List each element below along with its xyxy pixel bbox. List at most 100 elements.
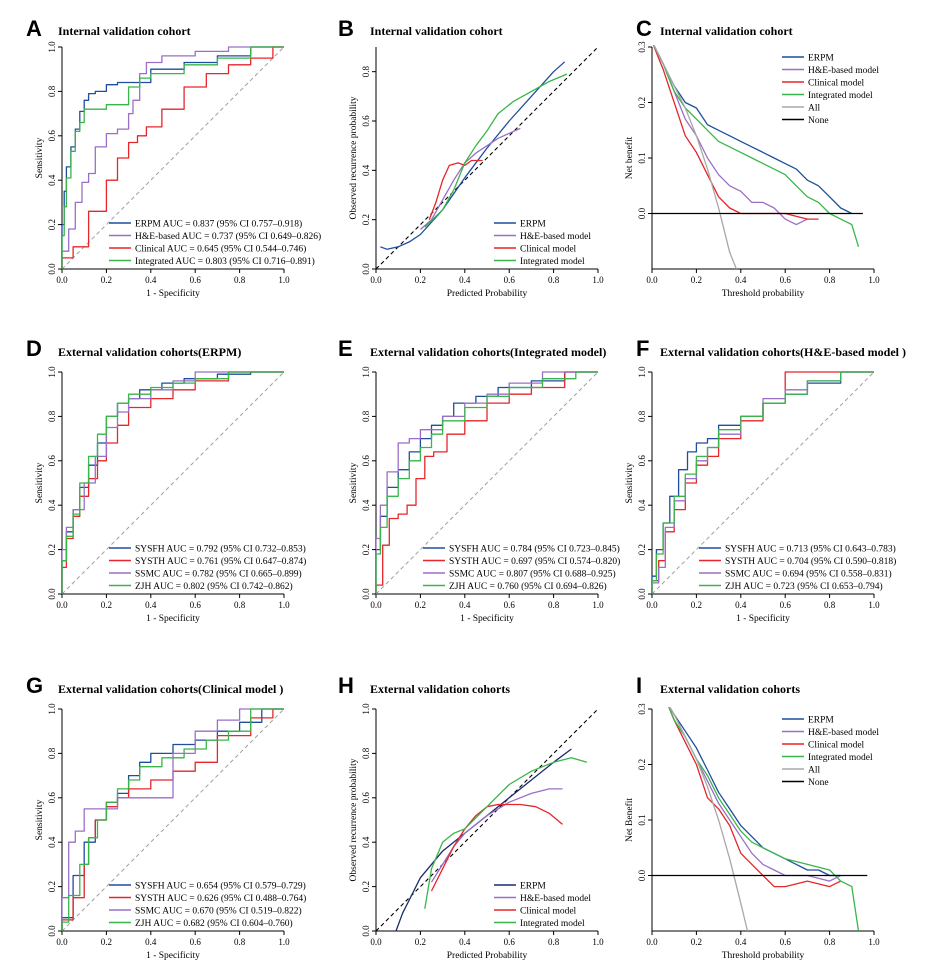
chart-svg: 0.0 0.2 0.4 0.6 0.8 1.0 0.0 0.1 0.2 0.3 Threshold …	[624, 703, 880, 961]
panel-title: External validation cohorts(ERPM)	[58, 345, 242, 359]
reference-diagonal	[375, 371, 599, 595]
y-tick-label: 0.6	[361, 455, 371, 467]
x-tick-label: 0.6	[190, 937, 202, 947]
legend-label: H&E-based model	[808, 728, 879, 738]
x-tick-label: 0.2	[415, 275, 426, 285]
x-axis-label: Threshold probability	[722, 951, 805, 961]
series-line-ssmc	[62, 708, 284, 931]
legend-label: ZJH AUC = 0.682 (95% CI 0.604–0.760)	[135, 918, 293, 929]
legend-label: ZJH AUC = 0.723 (95% CI 0.653–0.794)	[725, 581, 883, 592]
reference-diagonal	[61, 708, 285, 932]
x-tick-label: 0.0	[56, 600, 68, 610]
panel-letter: I	[636, 673, 643, 698]
legend-label: Clinical model	[808, 741, 865, 751]
y-tick-label: 0.2	[361, 881, 371, 892]
panel-title: Internal validation cohort	[58, 24, 191, 38]
ideal-calibration-line	[375, 708, 599, 932]
legend-label: Integrated model	[520, 919, 585, 929]
y-tick-label: 0.4	[361, 499, 371, 511]
legend-label: SYSTH AUC = 0.761 (95% CI 0.647–0.874)	[135, 556, 306, 567]
legend-label: Integrated AUC = 0.803 (95% CI 0.716–0.8…	[135, 256, 315, 267]
y-tick-label: 1.0	[47, 41, 57, 53]
legend-label: Integrated model	[808, 753, 873, 763]
legend-label: ZJH AUC = 0.760 (95% CI 0.694–0.826)	[449, 581, 607, 592]
x-axis-label: 1 - Specificity	[736, 613, 790, 624]
y-axis-label: Sensitivity	[349, 462, 359, 503]
x-tick-label: 0.6	[780, 275, 792, 285]
series-line-erpm	[653, 45, 853, 215]
y-tick-label: 0.1	[637, 152, 647, 163]
y-tick-label: 0.0	[361, 263, 371, 275]
reference-diagonal	[61, 46, 285, 270]
y-tick-label: 0.8	[47, 747, 57, 759]
series-line-ssmc	[376, 371, 598, 594]
legend-label: Integrated model	[520, 257, 585, 267]
chart-svg: 0.0 0.2 0.4 0.6 0.8 1.0 0.0 0.2 0.4 0.6 0.8 1.0 1 - …	[35, 366, 306, 624]
y-tick-label: 0.4	[47, 499, 57, 511]
panel-h: H External validation cohorts 0.0 0.2 0.4 0.6…	[312, 667, 624, 979]
x-tick-label: 0.8	[234, 937, 246, 947]
y-tick-label: 0.4	[361, 836, 371, 848]
x-tick-label: 0.4	[735, 937, 747, 947]
y-tick-label: 0.6	[47, 792, 57, 804]
series-line-h-e-based	[62, 46, 284, 269]
x-tick-label: 0.0	[370, 600, 382, 610]
series-line-clinical-model	[430, 803, 563, 892]
y-tick-label: 1.0	[361, 703, 371, 715]
x-tick-label: 0.0	[370, 275, 382, 285]
series-line-h-e-based-model	[653, 45, 808, 226]
legend-label: H&E-based model	[520, 894, 591, 904]
x-tick-label: 0.4	[735, 275, 747, 285]
x-tick-label: 1.0	[592, 275, 604, 285]
y-tick-label: 0.4	[361, 164, 371, 176]
series-line-clinical-model	[652, 45, 819, 220]
y-tick-label: 0.2	[637, 544, 647, 555]
x-tick-label: 0.0	[56, 937, 68, 947]
series-line-erpm	[668, 707, 841, 877]
chart-svg: 0.0 0.2 0.4 0.6 0.8 1.0 0.0 0.2 0.4 0.6 0.8 1.0 1 - …	[35, 703, 306, 961]
panel-letter: G	[26, 673, 44, 698]
y-axis-label: Sensitivity	[625, 462, 635, 503]
legend-label: All	[808, 104, 821, 114]
x-tick-label: 0.2	[415, 600, 426, 610]
chart-svg: 0.0 0.2 0.4 0.6 0.8 1.0 0.0 0.2 0.4 0.6 0.8 1.0 1 - …	[625, 366, 896, 624]
series-line-integrated-model	[424, 73, 568, 228]
reference-diagonal	[61, 371, 285, 595]
y-axis-label: Sensitivity	[35, 799, 45, 840]
y-tick-label: 0.6	[47, 130, 57, 142]
y-tick-label: 0.6	[361, 792, 371, 804]
legend-label: SYSFH AUC = 0.654 (95% CI 0.579–0.729)	[135, 881, 306, 892]
x-tick-label: 0.2	[101, 275, 112, 285]
y-tick-label: 0.8	[47, 85, 57, 97]
series-line-integrated	[62, 46, 284, 269]
x-tick-label: 0.2	[101, 937, 112, 947]
x-tick-label: 0.4	[459, 275, 471, 285]
legend-label: H&E-based model	[808, 66, 879, 76]
series-line-systh	[376, 371, 598, 594]
series-line-clinical-model	[668, 707, 841, 888]
legend-label: SYSTH AUC = 0.704 (95% CI 0.590–0.818)	[725, 556, 896, 567]
y-tick-label: 1.0	[637, 366, 647, 378]
x-tick-label: 0.8	[824, 600, 836, 610]
x-tick-label: 0.2	[691, 600, 702, 610]
y-tick-label: 0.3	[637, 703, 647, 715]
x-tick-label: 0.4	[145, 937, 157, 947]
x-tick-label: 1.0	[278, 275, 290, 285]
x-axis-label: Predicted Probability	[447, 289, 528, 299]
x-tick-label: 0.2	[691, 937, 702, 947]
panel-letter: D	[26, 336, 42, 361]
legend-label: All	[808, 766, 821, 776]
x-tick-label: 1.0	[592, 600, 604, 610]
y-tick-label: 0.6	[47, 455, 57, 467]
y-tick-label: 1.0	[47, 703, 57, 715]
x-axis-label: Predicted Probability	[447, 951, 528, 961]
y-tick-label: 1.0	[47, 366, 57, 378]
x-tick-label: 0.2	[415, 937, 426, 947]
legend-label: ERPM AUC = 0.837 (95% CI 0.757–0.918)	[135, 219, 302, 230]
y-tick-label: 0.4	[47, 174, 57, 186]
x-tick-label: 0.4	[145, 600, 157, 610]
series-line-ssmc	[62, 371, 284, 594]
panel-letter: E	[338, 336, 353, 361]
legend-label: SSMC AUC = 0.670 (95% CI 0.519–0.822)	[135, 906, 302, 917]
panel-a: A Internal validation cohort 0.0 0.2 0.4 0.6 0…	[0, 0, 321, 312]
